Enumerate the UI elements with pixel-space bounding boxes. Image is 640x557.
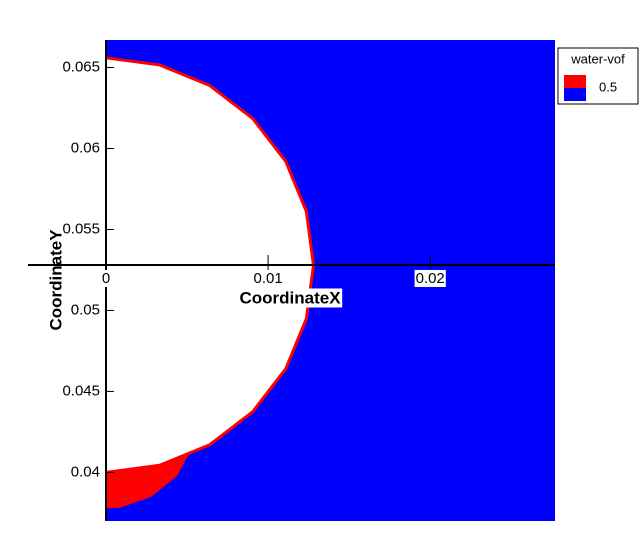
x-tick-label: 0 (102, 270, 110, 287)
x-axis-label-bg (238, 288, 343, 308)
y-tick-label: 0.065 (62, 59, 100, 76)
x-tick-label-bg (414, 269, 446, 287)
y-tick-label: 0.06 (71, 139, 100, 156)
drop (106, 451, 191, 509)
x-tick-label: 0.02 (416, 270, 445, 287)
axes: 0.04 0.045 0.05 0.055 0.06 0.065 0 0.01 0.02 Coor… (28, 40, 555, 521)
y-tick-label: 0.055 (62, 220, 100, 237)
legend-swatch (564, 75, 586, 88)
x-tick-label-bg (252, 269, 284, 287)
plot-area (105, 40, 555, 521)
y-axis-label: CoordinateY (46, 229, 65, 331)
y-tick-label: 0.04 (71, 463, 100, 480)
x-tick-label: 0.01 (253, 270, 282, 287)
y-tick-label: 0.05 (71, 301, 100, 318)
legend-swatch (564, 88, 586, 101)
x-axis-label: CoordinateX (239, 288, 341, 307)
legend-level: 0.5 (599, 79, 617, 94)
y-tick-label: 0.045 (62, 382, 100, 399)
legend: water-vof 0.5 (557, 47, 639, 105)
x-tick-label-bg (100, 269, 112, 287)
legend-title: water-vof (570, 51, 625, 66)
